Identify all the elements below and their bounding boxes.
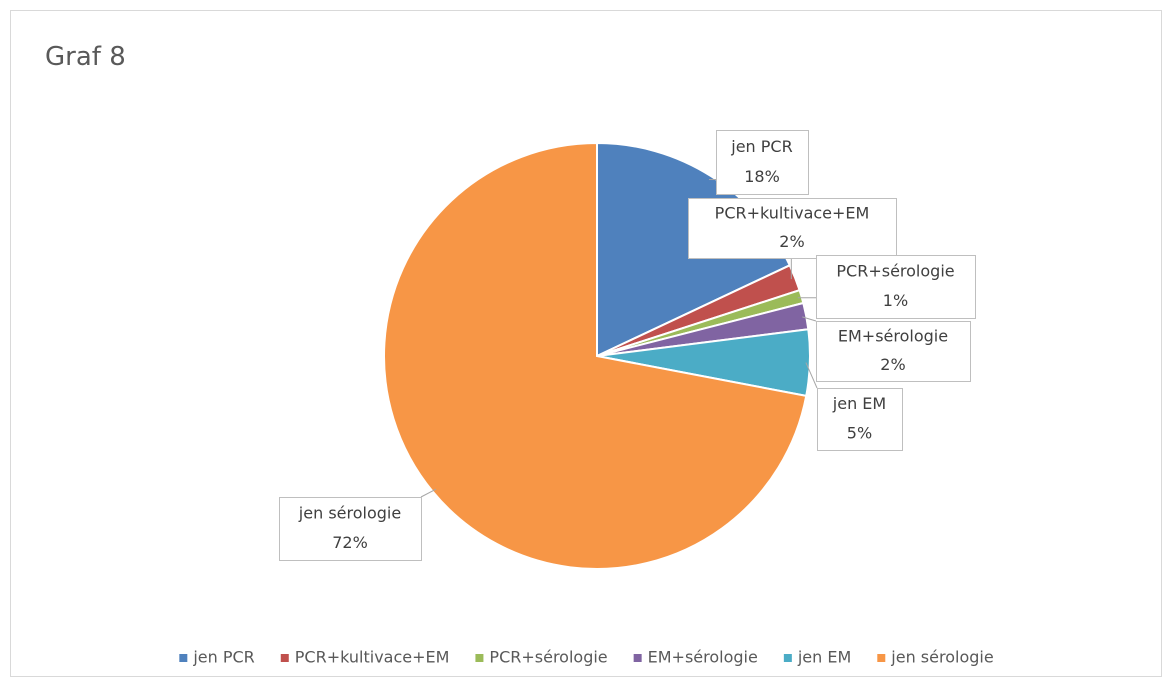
legend-label: PCR+kultivace+EM bbox=[295, 648, 450, 667]
legend-swatch bbox=[633, 654, 642, 662]
legend-swatch bbox=[280, 654, 289, 662]
data-label-name: PCR+kultivace+EM bbox=[715, 204, 870, 223]
data-label-name: jen EM bbox=[832, 394, 886, 413]
label-box bbox=[817, 388, 903, 451]
data-label-value: 5% bbox=[847, 423, 872, 442]
data-label-name: EM+sérologie bbox=[838, 327, 948, 346]
chart-title: Graf 8 bbox=[45, 42, 126, 72]
data-label-value: 2% bbox=[880, 355, 905, 374]
legend-swatch bbox=[179, 654, 188, 662]
leader-line bbox=[805, 362, 818, 389]
data-label-name: PCR+sérologie bbox=[836, 262, 954, 281]
legend-swatch bbox=[783, 654, 792, 662]
data-label-name: jen sérologie bbox=[298, 504, 401, 523]
data-label-name: jen PCR bbox=[730, 137, 792, 156]
legend-label: EM+sérologie bbox=[648, 648, 758, 667]
label-box bbox=[688, 198, 897, 259]
legend-swatch bbox=[877, 654, 886, 662]
data-label-value: 1% bbox=[883, 291, 908, 310]
legend-label: jen sérologie bbox=[890, 648, 993, 667]
label-box bbox=[816, 255, 976, 319]
legend-swatch bbox=[475, 654, 484, 662]
leader-line bbox=[420, 488, 437, 498]
pie-slice bbox=[383, 141, 808, 570]
label-box bbox=[716, 130, 809, 195]
label-box bbox=[279, 497, 422, 561]
legend-label: PCR+sérologie bbox=[489, 648, 607, 667]
label-box bbox=[816, 321, 971, 382]
legend-label: jen PCR bbox=[192, 648, 254, 667]
leader-line bbox=[802, 316, 817, 322]
data-label-value: 72% bbox=[332, 533, 368, 552]
legend-label: jen EM bbox=[797, 648, 851, 667]
data-label-value: 2% bbox=[779, 232, 804, 251]
data-label-value: 18% bbox=[744, 167, 780, 186]
